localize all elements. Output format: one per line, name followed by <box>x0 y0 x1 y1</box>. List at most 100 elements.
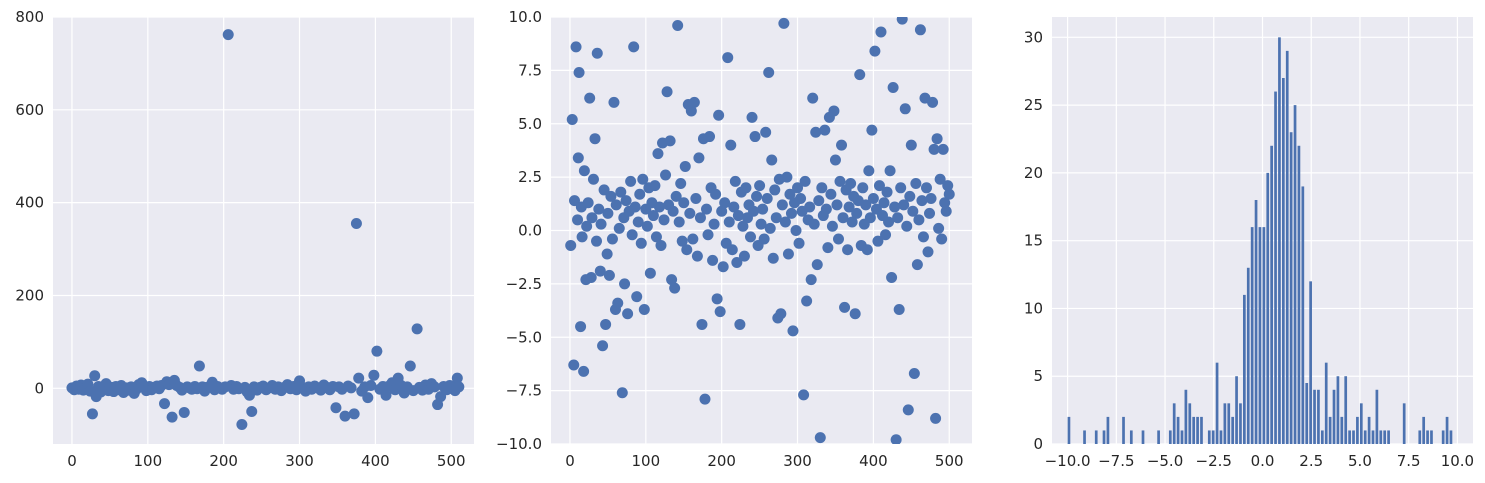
scatter-point <box>842 244 854 256</box>
scatter-point <box>911 259 923 271</box>
scatter-point <box>89 370 101 382</box>
scatter-point <box>861 244 873 256</box>
scatter-point <box>937 143 949 155</box>
scatter-point <box>626 229 638 241</box>
scatter-point <box>896 17 908 25</box>
x-tick-label: 500 <box>437 452 466 470</box>
scatter-point <box>913 214 925 226</box>
scatter-point <box>573 67 585 79</box>
scatter-point <box>610 199 622 211</box>
histogram-bar <box>1176 416 1180 444</box>
scatter-point <box>925 192 937 204</box>
scatter-point <box>904 190 916 202</box>
y-tick-label: 2.5 <box>518 168 542 186</box>
histogram-bar <box>1184 389 1188 444</box>
y-tick-label: 7.5 <box>518 61 542 79</box>
scatter-point <box>782 248 794 260</box>
histogram-bar <box>1270 145 1273 444</box>
scatter-point <box>666 274 678 286</box>
scatter-point <box>631 291 643 303</box>
scatter-point <box>603 269 615 281</box>
scatter-point <box>584 92 596 104</box>
scatter-point <box>801 295 813 307</box>
scatter-point <box>934 173 946 185</box>
scatter-point <box>236 419 248 431</box>
scatter-point <box>676 235 688 247</box>
scatter-point <box>931 133 943 145</box>
histogram-bar <box>1285 50 1289 444</box>
histogram-bar <box>1281 78 1285 444</box>
y-tick-label: 5.0 <box>518 115 542 133</box>
scatter-point <box>805 274 817 286</box>
x-tick-label: −2.5 <box>1196 452 1232 470</box>
scatter-point <box>619 278 631 290</box>
x-tick-label: 2.5 <box>1299 452 1323 470</box>
histogram-bar <box>1289 132 1293 444</box>
scatter-point <box>914 24 926 36</box>
y-tick-label: 0 <box>1033 435 1043 453</box>
histogram-bar <box>1371 430 1375 444</box>
scatter-point <box>411 323 423 335</box>
scatter-point <box>819 124 831 136</box>
scatter-point <box>647 210 659 222</box>
histogram-bar <box>1418 430 1422 444</box>
scatter-point <box>898 199 910 211</box>
scatter-point <box>641 220 653 232</box>
scatter-point <box>572 152 584 164</box>
histogram-bar <box>1441 430 1445 444</box>
scatter-point <box>593 203 605 215</box>
x-tick-label: 10.0 <box>1441 452 1474 470</box>
scatter-point <box>943 188 955 200</box>
scatter-point <box>795 192 807 204</box>
scatter-point <box>650 231 662 243</box>
x-tick-label: 200 <box>209 452 238 470</box>
scatter-point <box>713 109 725 121</box>
histogram-bar <box>1313 389 1316 444</box>
scatter-point <box>729 175 741 187</box>
scatter-point <box>820 203 832 215</box>
histogram-bar <box>1122 416 1125 444</box>
scatter-point <box>565 239 577 251</box>
plot-background <box>53 17 474 444</box>
scatter-point <box>594 265 606 277</box>
scatter-point <box>587 173 599 185</box>
x-tick-label: 100 <box>631 452 660 470</box>
scatter-point <box>920 182 932 194</box>
scatter-point <box>875 26 887 38</box>
histogram-bar <box>1363 430 1367 444</box>
histogram-bar <box>1278 37 1281 444</box>
scatter-point <box>632 216 644 228</box>
scatter-point <box>916 195 928 207</box>
scatter-point <box>738 250 750 262</box>
scatter-point <box>775 308 787 320</box>
histogram-bar <box>1387 430 1390 444</box>
histogram-bar <box>1305 383 1309 444</box>
scatter-point <box>737 220 749 232</box>
scatter-point <box>731 257 743 269</box>
x-tick-label: −10.0 <box>1045 452 1091 470</box>
histogram-bar <box>1317 389 1320 444</box>
scatter-point <box>649 180 661 192</box>
y-tick-label: −5.0 <box>506 328 542 346</box>
scatter-point <box>672 20 684 32</box>
scatter-point <box>734 318 746 330</box>
scatter-point <box>600 318 612 330</box>
histogram-bar <box>1449 430 1453 444</box>
x-tick-label: 500 <box>935 452 964 470</box>
scatter-point <box>704 131 716 143</box>
scatter-point <box>591 235 603 247</box>
histogram-bar <box>1352 430 1355 444</box>
y-tick-label: 20 <box>1024 164 1043 182</box>
histogram-bar <box>1359 403 1363 444</box>
scatter-point <box>807 92 819 104</box>
scatter-point <box>702 229 714 241</box>
scatter-point <box>716 205 728 217</box>
scatter-point <box>667 205 679 217</box>
scatter-point <box>872 235 884 247</box>
scatter-point <box>933 222 945 234</box>
scatter-point <box>881 186 893 198</box>
scatter-point <box>628 41 640 53</box>
scatter-point <box>453 381 465 393</box>
scatter-point <box>615 186 627 198</box>
